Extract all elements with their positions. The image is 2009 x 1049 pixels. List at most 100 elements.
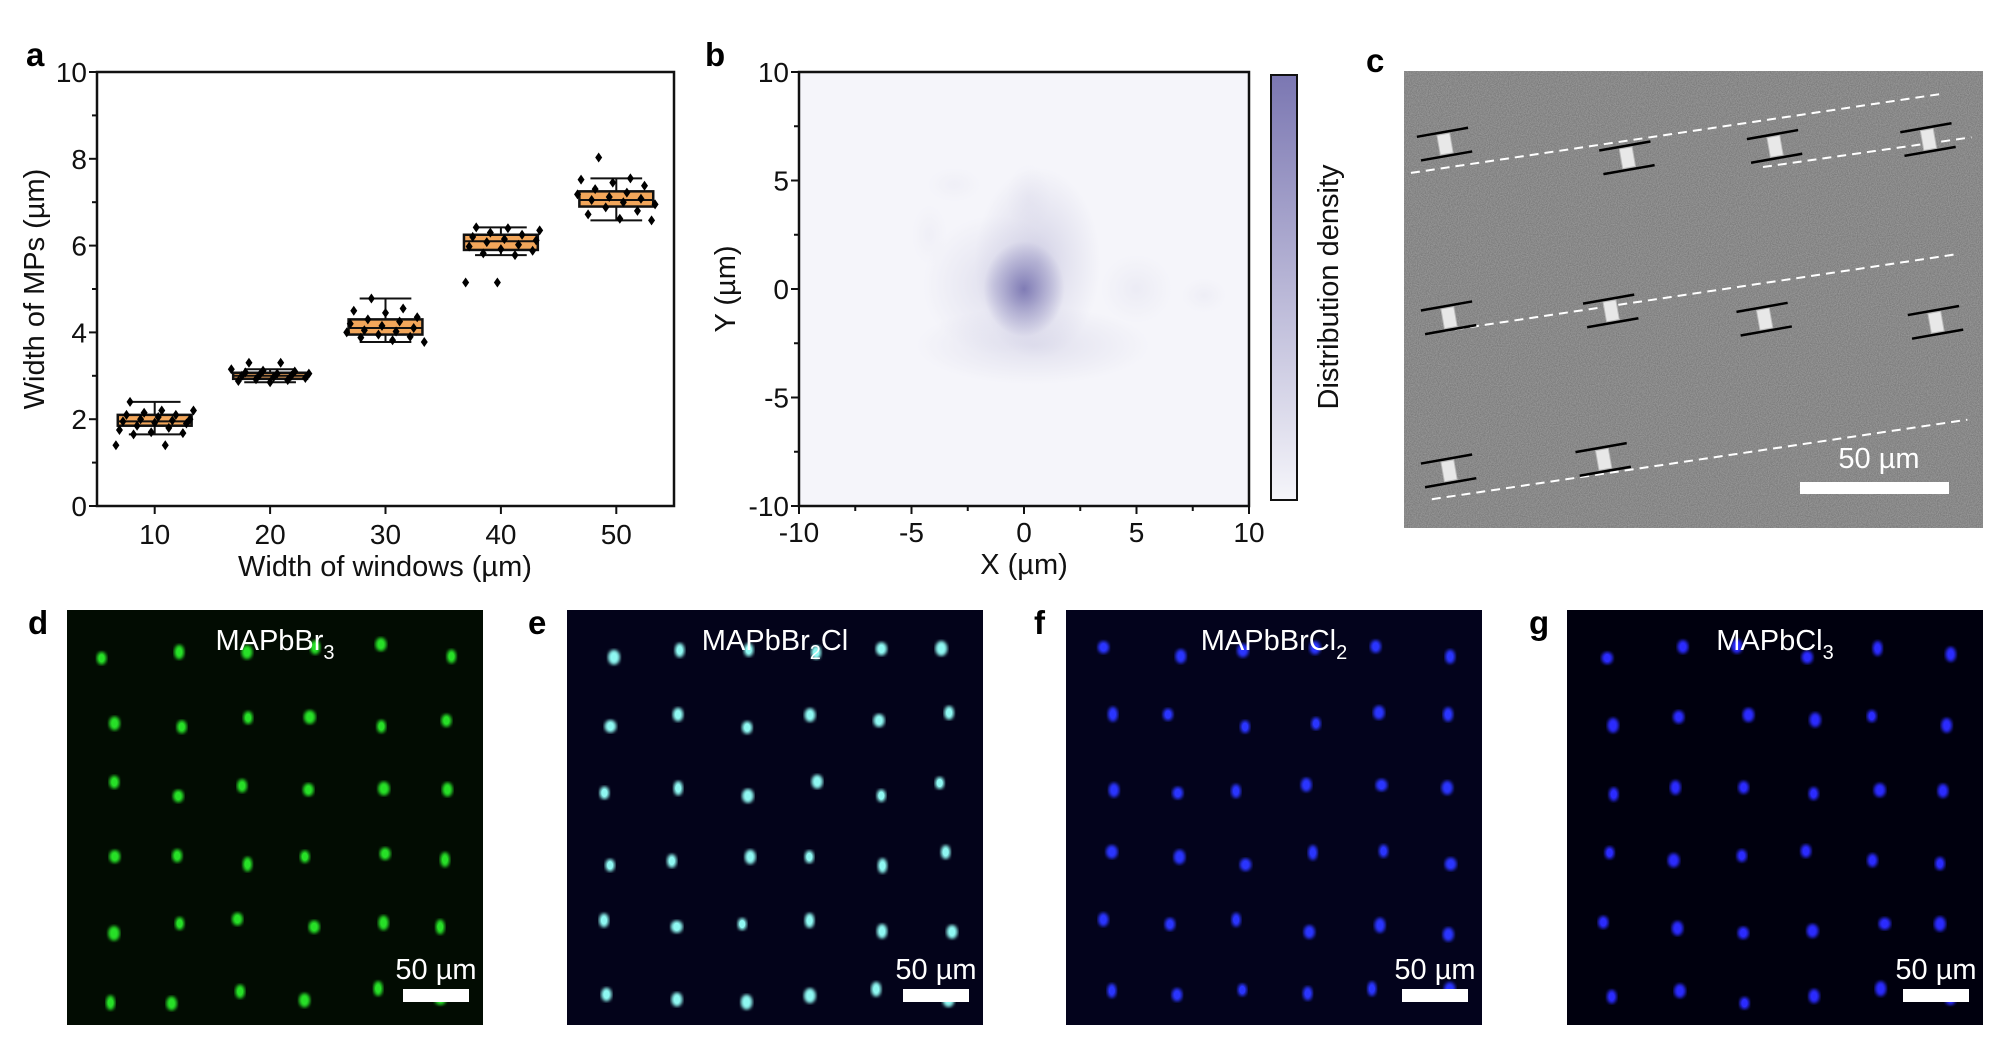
data-point — [486, 227, 494, 238]
x-tick-label: 40 — [485, 519, 516, 550]
microplate-spot-core — [1303, 780, 1310, 789]
microplate-spot-core — [1174, 789, 1181, 798]
microplate-spot-core — [1109, 710, 1116, 719]
data-point — [396, 316, 404, 327]
microplate-spot-core — [1177, 652, 1184, 661]
data-point — [137, 414, 145, 425]
microplate-spot-core — [1368, 984, 1375, 993]
data-point — [648, 215, 656, 226]
label-base: MAPbBr — [215, 625, 323, 657]
microplate-spot-core — [1733, 642, 1740, 651]
microplate-spot-core — [301, 996, 308, 1005]
microplate-spot-core — [178, 722, 185, 731]
microplate-spot-core — [237, 987, 244, 996]
scale-bar-c — [1800, 482, 1949, 494]
microplate-spot-core — [378, 722, 385, 731]
data-point — [273, 368, 281, 379]
microplate-spot-core — [107, 998, 114, 1007]
microplate-spot-core — [673, 995, 680, 1004]
microplate-spot-core — [1233, 915, 1240, 924]
marker-line — [1904, 145, 1956, 158]
microplate-spot-core — [878, 791, 885, 800]
micrograph-background — [1567, 610, 1983, 1025]
microplate-spot-core — [1372, 642, 1379, 651]
microplate-spot-core — [174, 851, 181, 860]
microplate-spot-core — [441, 855, 448, 864]
micrograph-background — [567, 610, 983, 1025]
x-tick-label: 30 — [370, 519, 401, 550]
data-point — [515, 239, 523, 250]
scale-bar-label-d: 50 µm — [395, 954, 476, 986]
label-subscript: 2 — [810, 642, 821, 664]
label-subscript: 2 — [1336, 642, 1347, 664]
data-point — [605, 191, 613, 202]
microplate-spot-core — [747, 852, 754, 861]
microplate-spot-core — [942, 848, 949, 857]
marker-line — [1575, 441, 1627, 454]
marker-line — [1579, 465, 1632, 478]
data-point — [266, 377, 274, 388]
x-tick-label: 10 — [139, 519, 170, 550]
y-tick-label: -10 — [749, 491, 789, 522]
panel-letter-a: a — [26, 36, 45, 73]
marker-line — [1603, 163, 1655, 176]
panel-letter-d: d — [28, 604, 48, 641]
guide-dashed-line — [1762, 136, 1972, 168]
panel-letter-g: g — [1529, 604, 1549, 641]
data-point — [497, 244, 505, 255]
panel-c-sem-image: c 50 µm — [1366, 42, 1983, 528]
microplate-spot-core — [668, 856, 675, 865]
microplate-spot-core — [98, 654, 105, 663]
microplate-spot-core — [176, 919, 183, 928]
microplate-spot-core — [1378, 781, 1385, 790]
microplate-crystal — [1900, 121, 1956, 158]
microplate-crystal — [1420, 300, 1477, 336]
x-axis-label-a: Width of windows (µm) — [238, 551, 532, 583]
panel-g: g MAPbCl3 50 µm — [1529, 604, 1983, 1025]
microplate-spot-core — [873, 985, 880, 994]
data-point — [186, 414, 194, 425]
data-point — [633, 205, 641, 216]
microplate-spot-core — [111, 852, 118, 861]
x-tick-label: -10 — [779, 517, 819, 548]
data-point — [588, 195, 596, 206]
marker-line — [1582, 293, 1635, 305]
crystal — [1602, 299, 1620, 323]
panel-letter-f: f — [1034, 604, 1046, 641]
microplate-spot-core — [1313, 719, 1320, 728]
y-tick-label: 8 — [71, 144, 87, 175]
microplate-spot-core — [443, 716, 450, 725]
micrograph-d: MAPbBr3 50 µm — [67, 610, 483, 1025]
marker-line — [1416, 126, 1469, 139]
marker-line — [1750, 152, 1803, 164]
data-point — [179, 428, 187, 439]
y-tick-label: 10 — [758, 57, 789, 88]
microplate-spot-core — [807, 711, 814, 720]
data-point — [367, 293, 375, 304]
crystal — [1440, 306, 1458, 330]
y-tick-label: -5 — [764, 383, 789, 414]
microplate-spot-core — [1380, 847, 1387, 856]
marker-line — [1424, 476, 1477, 489]
microplate-spot-core — [305, 785, 312, 794]
microplate-spot-core — [1600, 918, 1607, 927]
microplate-spot-core — [675, 710, 682, 719]
data-point — [469, 231, 477, 242]
guide-dashed-line — [1431, 418, 1968, 501]
microplate-spot-core — [444, 785, 451, 794]
data-point — [529, 245, 537, 256]
microplate-spot-core — [676, 646, 683, 655]
data-point — [410, 323, 418, 334]
microplate-spot-core — [243, 648, 250, 657]
microplate-spot-core — [1610, 721, 1617, 730]
data-point — [357, 332, 365, 343]
microplate-spot-core — [1108, 847, 1115, 856]
microplate-spot-core — [744, 791, 751, 800]
data-point — [472, 222, 480, 233]
scale-bar-f — [1402, 989, 1468, 1002]
crystal — [1927, 310, 1945, 334]
data-point — [420, 336, 428, 347]
microplate-spot-core — [1869, 856, 1876, 865]
microplate-spot-core — [1936, 859, 1943, 868]
microplate-spot-core — [1745, 710, 1752, 719]
